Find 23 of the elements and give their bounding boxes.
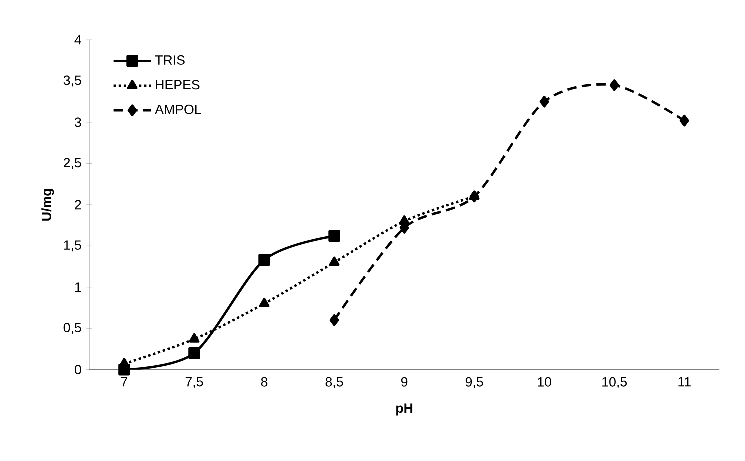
x-tick-label: 7,5: [186, 378, 204, 388]
legend-label: AMPOL: [155, 105, 202, 115]
x-tick-label: 8: [261, 378, 268, 388]
y-tick-label: 1,5: [64, 240, 82, 252]
x-tick-label: 10: [538, 378, 552, 388]
y-axis-title: U/mg: [42, 189, 54, 222]
y-tick-label: 1: [75, 282, 82, 292]
x-axis-title: pH: [396, 404, 413, 416]
y-tick-label: 2,5: [64, 158, 82, 170]
x-tick-label: 9: [401, 378, 408, 388]
y-tick-label: 0: [74, 365, 82, 375]
x-tick-label: 10,5: [602, 378, 628, 389]
legend-label: TRIS: [155, 56, 185, 66]
legend-label: HEPES: [156, 80, 200, 90]
x-tick-label: 9,5: [466, 378, 484, 389]
x-tick-label: 8,5: [326, 378, 344, 389]
y-tick-label: 0,5: [64, 323, 82, 334]
x-tick-label: 11: [678, 378, 691, 387]
y-tick-label: 2: [75, 200, 82, 210]
y-tick-label: 3: [74, 118, 82, 128]
y-tick-label: 4: [74, 36, 82, 45]
y-tick-label: 3,5: [64, 76, 82, 87]
x-tick-label: 7: [121, 378, 128, 387]
